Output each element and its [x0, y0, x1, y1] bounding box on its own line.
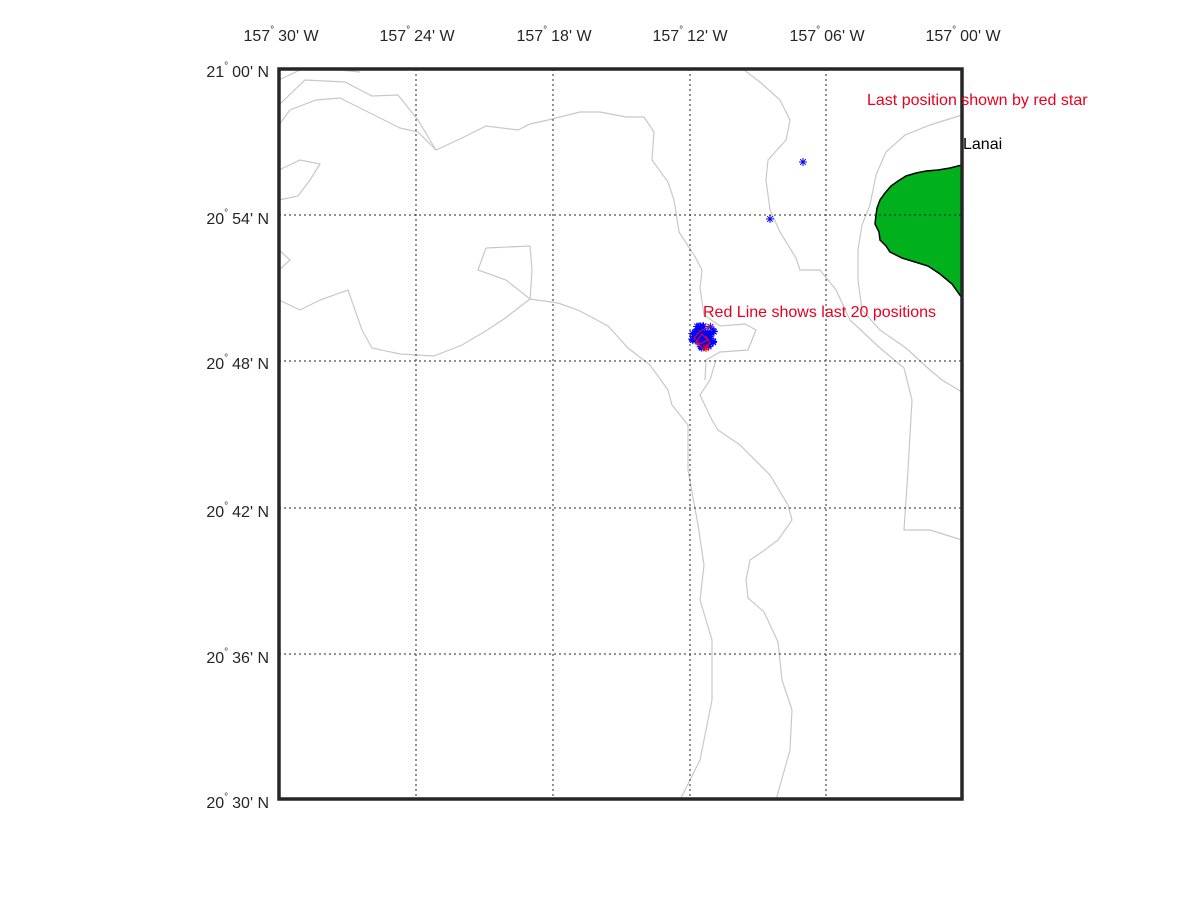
position-marker	[799, 158, 807, 166]
recent-track-line	[693, 325, 713, 350]
position-marker	[701, 328, 710, 337]
lat-tick-label: 20° 54' N	[206, 208, 269, 228]
last-position-note: Last position shown by red star	[867, 92, 1088, 109]
lon-tick-label: 157° 24' W	[379, 25, 455, 45]
lat-tick-label: 20° 36' N	[206, 647, 269, 667]
lat-tick-label: 21° 00' N	[206, 61, 269, 81]
position-marker	[766, 215, 774, 223]
contour-line	[857, 114, 963, 393]
contour-line	[278, 159, 321, 201]
contour-line	[278, 69, 361, 81]
position-marker	[688, 329, 697, 338]
lanai-label: Lanai	[963, 136, 1002, 153]
vessel-track	[688, 158, 807, 352]
lon-tick-label: 157° 00' W	[925, 25, 1001, 45]
contour-line	[699, 359, 793, 801]
last-position-star	[702, 344, 710, 352]
position-marker	[693, 322, 701, 331]
longitude-labels: 157° 30' W 157° 24' W 157° 18' W 157° 12' W …	[243, 25, 1001, 45]
bathymetry-contours	[278, 69, 963, 801]
lon-tick-label: 157° 06' W	[789, 25, 865, 45]
lon-tick-label: 157° 12' W	[652, 25, 728, 45]
contour-line	[743, 69, 963, 541]
red-line-note: Red Line shows last 20 positions	[703, 304, 936, 321]
map-frame	[277, 67, 964, 801]
contour-line	[278, 97, 437, 151]
lanai-landmass	[874, 164, 963, 301]
lon-tick-label: 157° 30' W	[243, 25, 319, 45]
lon-tick-label: 157° 18' W	[516, 25, 592, 45]
contour-line	[477, 245, 533, 301]
contour-line	[278, 289, 713, 801]
contour-line	[278, 79, 757, 381]
latitude-labels: 21° 00' N 20° 54' N 20° 48' N 20° 42' N 20° 3…	[206, 61, 269, 812]
lat-tick-label: 20° 48' N	[206, 353, 269, 373]
graticule	[279, 69, 962, 799]
lat-tick-label: 20° 42' N	[206, 501, 269, 521]
contour-line	[278, 249, 291, 271]
lat-tick-label: 20° 30' N	[206, 792, 269, 812]
